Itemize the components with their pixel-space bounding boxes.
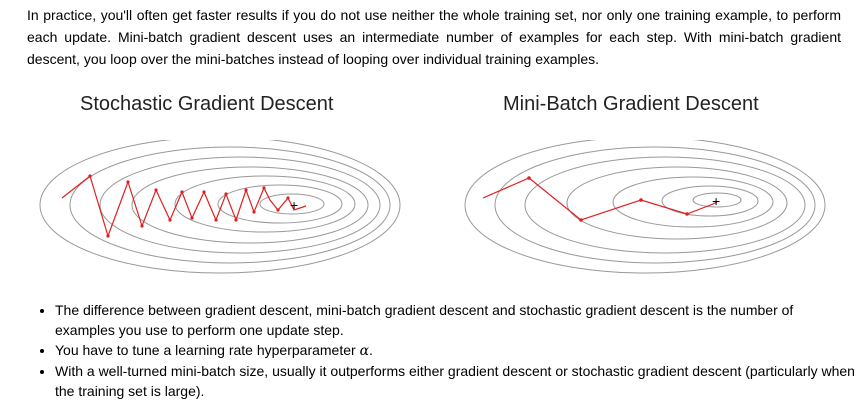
bullet-item: The difference between gradient descent,… (55, 300, 855, 340)
bullet-item: With a well-turned mini-batch size, usua… (55, 361, 855, 401)
bullet-text: You have to tune a learning rate hyperpa… (55, 342, 360, 358)
contour-ring (69, 146, 391, 264)
minibatch-path (482, 177, 718, 221)
summary-bullet-list: The difference between gradient descent,… (27, 300, 855, 401)
step-point (180, 190, 184, 194)
minibatch-figure-title: Mini-Batch Gradient Descent (503, 93, 759, 115)
sgd-figure-title: Stochastic Gradient Descent (80, 93, 334, 115)
contour-lines (39, 140, 401, 274)
sgd-step-markers (88, 174, 290, 238)
step-point (214, 218, 218, 222)
step-point (579, 218, 583, 222)
bullet-item: You have to tune a learning rate hyperpa… (55, 340, 855, 361)
step-point (190, 216, 194, 220)
step-point (234, 218, 238, 222)
minibatch-step-markers (527, 176, 689, 222)
step-point (252, 210, 256, 214)
step-point (88, 174, 92, 178)
contour-ring (612, 176, 774, 228)
intro-paragraph: In practice, you'll often get faster res… (27, 7, 841, 67)
contour-ring (259, 193, 325, 215)
step-point (202, 190, 206, 194)
step-point (140, 224, 144, 228)
step-point (262, 186, 266, 190)
step-point (168, 218, 172, 222)
step-point (527, 176, 531, 180)
alpha-symbol: α (359, 343, 370, 359)
step-point (244, 188, 248, 192)
contour-ring (174, 175, 356, 233)
step-point (224, 192, 228, 196)
contour-ring (524, 156, 806, 254)
contour-ring (661, 185, 759, 217)
step-point (286, 196, 290, 200)
contour-ring (464, 140, 826, 274)
sgd-contour-plot: + (39, 140, 401, 274)
step-point (276, 208, 280, 212)
minimum-marker: + (290, 197, 298, 213)
minimum-marker: + (712, 193, 720, 209)
contour-ring (217, 184, 343, 224)
contour-ring (131, 166, 369, 244)
contour-ring (692, 192, 742, 208)
step-point (154, 188, 158, 192)
bullet-text: . (369, 342, 373, 358)
contour-ring (99, 156, 381, 254)
contour-lines (464, 140, 826, 274)
minibatch-contour-plot: + (464, 140, 826, 274)
contour-ring (494, 146, 816, 264)
step-point (639, 198, 643, 202)
contour-ring (39, 140, 401, 274)
step-point (685, 212, 689, 216)
step-point (126, 180, 130, 184)
step-point (106, 234, 110, 238)
contour-ring (566, 166, 788, 240)
